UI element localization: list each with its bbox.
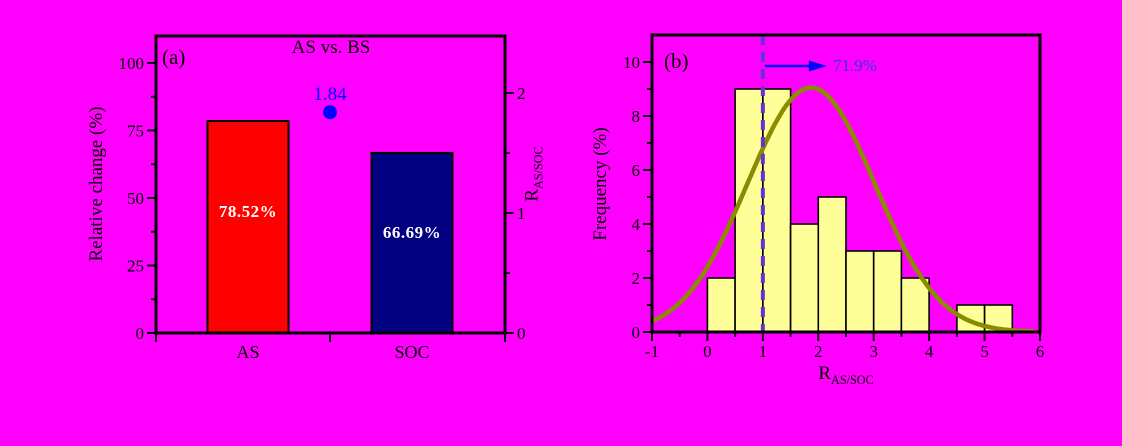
histogram-bar xyxy=(817,196,847,333)
panel-a-title: AS vs. BS xyxy=(291,37,371,58)
panel-a-left-tick-label: 25 xyxy=(127,257,144,276)
panel-b-y-tick-label: 8 xyxy=(632,107,641,126)
histogram-bar xyxy=(845,250,875,333)
bar-value-label-as: 78.52% xyxy=(218,202,278,221)
panel-a-right-tick-label: 1 xyxy=(517,204,526,223)
xaxis-title-subscript: AS/SOC xyxy=(831,372,874,387)
panel-a-left-axis-title: Relative change (%) xyxy=(86,106,107,262)
panel-b-yaxis-title: Frequency (%) xyxy=(590,127,611,241)
panel-a-left-tick-label: 0 xyxy=(136,324,145,343)
panel-b-x-tick-label: 2 xyxy=(814,342,823,361)
ratio-point xyxy=(323,105,337,120)
panel-b-x-tick-label: 3 xyxy=(869,342,878,361)
right-axis-title-base: R xyxy=(521,188,543,202)
bar-as xyxy=(206,120,290,334)
panel-b-x-tick-label: 0 xyxy=(703,342,712,361)
panel-a-left-tick-label: 75 xyxy=(127,122,144,141)
xaxis-title-base: R xyxy=(818,363,832,384)
ratio-point-label: 1.84 xyxy=(313,84,347,105)
panel-b-y-tick-label: 0 xyxy=(632,323,641,342)
panel-b-xaxis-title: RAS/SOC xyxy=(818,363,873,388)
panel-a-category-label: SOC xyxy=(394,342,429,362)
histogram-bar xyxy=(789,223,820,333)
panel-a-right-tick-label: 2 xyxy=(517,84,526,103)
histogram-bar xyxy=(734,88,764,333)
panel-b-x-tick-label: 1 xyxy=(759,342,768,361)
annotation-arrow-head xyxy=(808,60,827,72)
annotation-percent-label: 71.9% xyxy=(833,56,877,75)
panel-b-letter: (b) xyxy=(664,49,689,73)
panel-a-left-tick-label: 100 xyxy=(119,54,145,73)
bar-soc xyxy=(370,151,454,334)
bar-value-label-soc: 66.69% xyxy=(382,223,442,242)
panel-b-y-tick-label: 4 xyxy=(632,215,641,234)
right-axis-title-subscript: AS/SOC xyxy=(531,146,546,189)
panel-b-x-tick-label: -1 xyxy=(645,342,659,361)
histogram-bar xyxy=(872,250,903,333)
panel-b-y-tick-label: 6 xyxy=(632,161,641,180)
histogram-bar xyxy=(706,277,736,333)
histogram-bar xyxy=(762,88,792,333)
panel-b-x-tick-label: 5 xyxy=(980,342,989,361)
gaussian-fit-curve xyxy=(649,85,1036,334)
panel-b-y-tick-label: 10 xyxy=(623,53,640,72)
panel-a-left-tick-label: 50 xyxy=(127,189,144,208)
panel-b-x-tick-label: 6 xyxy=(1036,342,1045,361)
panel-a-category-label: AS xyxy=(236,342,259,362)
panel-b-y-tick-label: 2 xyxy=(632,269,641,288)
panel-a-right-tick-label: 0 xyxy=(517,324,526,343)
panel-b-x-tick-label: 4 xyxy=(925,342,934,361)
panel-a-right-axis-title: RAS/SOC xyxy=(522,146,547,201)
panel-a-letter: (a) xyxy=(162,45,186,69)
